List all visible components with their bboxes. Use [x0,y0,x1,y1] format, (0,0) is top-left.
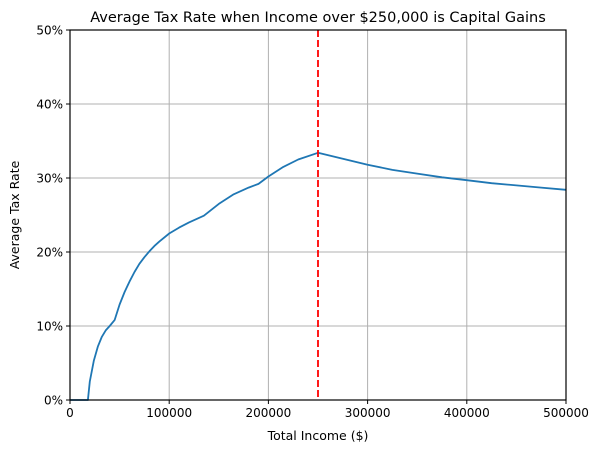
y-axis-ticks: 0% 10% 20% 30% 40% 50% [36,24,70,408]
y-axis-label: Average Tax Rate [7,160,22,269]
y-tick-label: 40% [36,98,63,112]
tax-rate-line [70,151,567,401]
y-tick-label: 50% [36,24,63,38]
y-tick-label: 20% [36,246,63,260]
x-axis-ticks: 0 100000 200000 300000 400000 500000 [66,400,589,420]
x-tick-label: 100000 [146,406,192,420]
y-tick-label: 10% [36,320,63,334]
x-axis-label: Total Income ($) [267,428,369,443]
data-series [70,151,567,401]
x-tick-label: 300000 [345,406,391,420]
x-tick-label: 0 [66,406,74,420]
x-tick-label: 200000 [245,406,291,420]
y-tick-label: 30% [36,172,63,186]
x-tick-label: 500000 [543,406,589,420]
chart-title: Average Tax Rate when Income over $250,0… [90,10,546,26]
y-tick-label: 0% [44,394,63,408]
x-tick-label: 400000 [444,406,490,420]
plot-frame [69,29,567,401]
